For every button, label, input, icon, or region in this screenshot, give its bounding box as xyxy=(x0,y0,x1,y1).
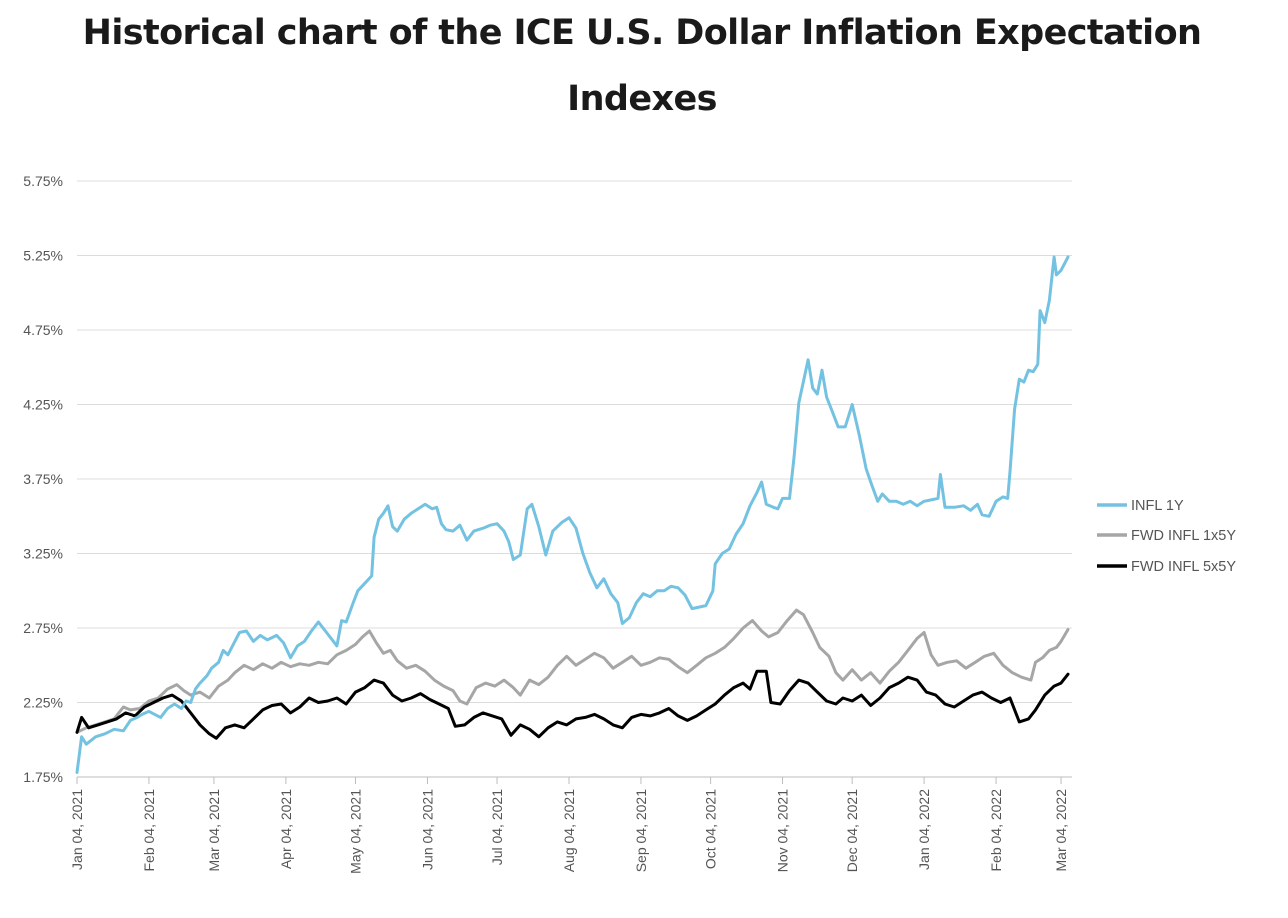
x-tick-label: Feb 04, 2021 xyxy=(141,789,157,872)
y-tick-label: 5.75% xyxy=(23,173,63,189)
x-axis-ticks: Jan 04, 2021 Feb 04, 2021 Mar 04, 2021 Apr … xyxy=(69,777,1069,874)
y-tick-label: 5.25% xyxy=(23,248,63,264)
series-line-fwd-infl-5x5y xyxy=(75,669,1070,740)
x-tick-label: Apr 04, 2021 xyxy=(278,789,294,869)
x-tick-label: Feb 04, 2022 xyxy=(988,789,1004,872)
chart-title: Historical chart of the ICE U.S. Dollar … xyxy=(82,13,1202,119)
gridlines xyxy=(77,180,1072,778)
x-tick-label: Jul 04, 2021 xyxy=(489,789,505,865)
y-tick-label: 4.25% xyxy=(23,397,63,413)
x-tick-label: Oct 04, 2021 xyxy=(703,789,719,869)
series-line-fwd-infl-1x5y xyxy=(75,608,1070,734)
x-tick-label: Aug 04, 2021 xyxy=(561,789,577,873)
series-lines xyxy=(75,255,1070,774)
x-tick-label: Dec 04, 2021 xyxy=(844,789,860,872)
x-tick-label: Sep 04, 2021 xyxy=(633,789,649,873)
y-axis-ticks: 1.75% 2.25% 2.75% 3.25% 3.75% 4.25% 4.75% 5.25%… xyxy=(23,173,63,785)
y-tick-label: 3.25% xyxy=(23,546,63,562)
y-tick-label: 4.75% xyxy=(23,322,63,338)
x-tick-label: May 04, 2021 xyxy=(348,789,364,874)
x-tick-label: Jan 04, 2022 xyxy=(916,789,932,870)
x-tick-label: Jan 04, 2021 xyxy=(69,789,85,870)
legend: INFL 1Y FWD INFL 1x5Y FWD INFL 5x5Y xyxy=(1097,498,1236,575)
legend-label: INFL 1Y xyxy=(1131,498,1184,514)
y-tick-label: 1.75% xyxy=(23,769,63,785)
series-line-infl-1y xyxy=(75,255,1070,774)
x-tick-label: Mar 04, 2022 xyxy=(1053,789,1069,872)
x-tick-label: Nov 04, 2021 xyxy=(775,789,791,872)
x-tick-label: Jun 04, 2021 xyxy=(419,789,435,870)
x-tick-label: Mar 04, 2021 xyxy=(206,789,222,872)
y-tick-label: 2.75% xyxy=(23,620,63,636)
y-tick-label: 3.75% xyxy=(23,471,63,487)
legend-label: FWD INFL 1x5Y xyxy=(1131,528,1236,544)
y-tick-label: 2.25% xyxy=(23,695,63,711)
legend-label: FWD INFL 5x5Y xyxy=(1131,559,1236,575)
